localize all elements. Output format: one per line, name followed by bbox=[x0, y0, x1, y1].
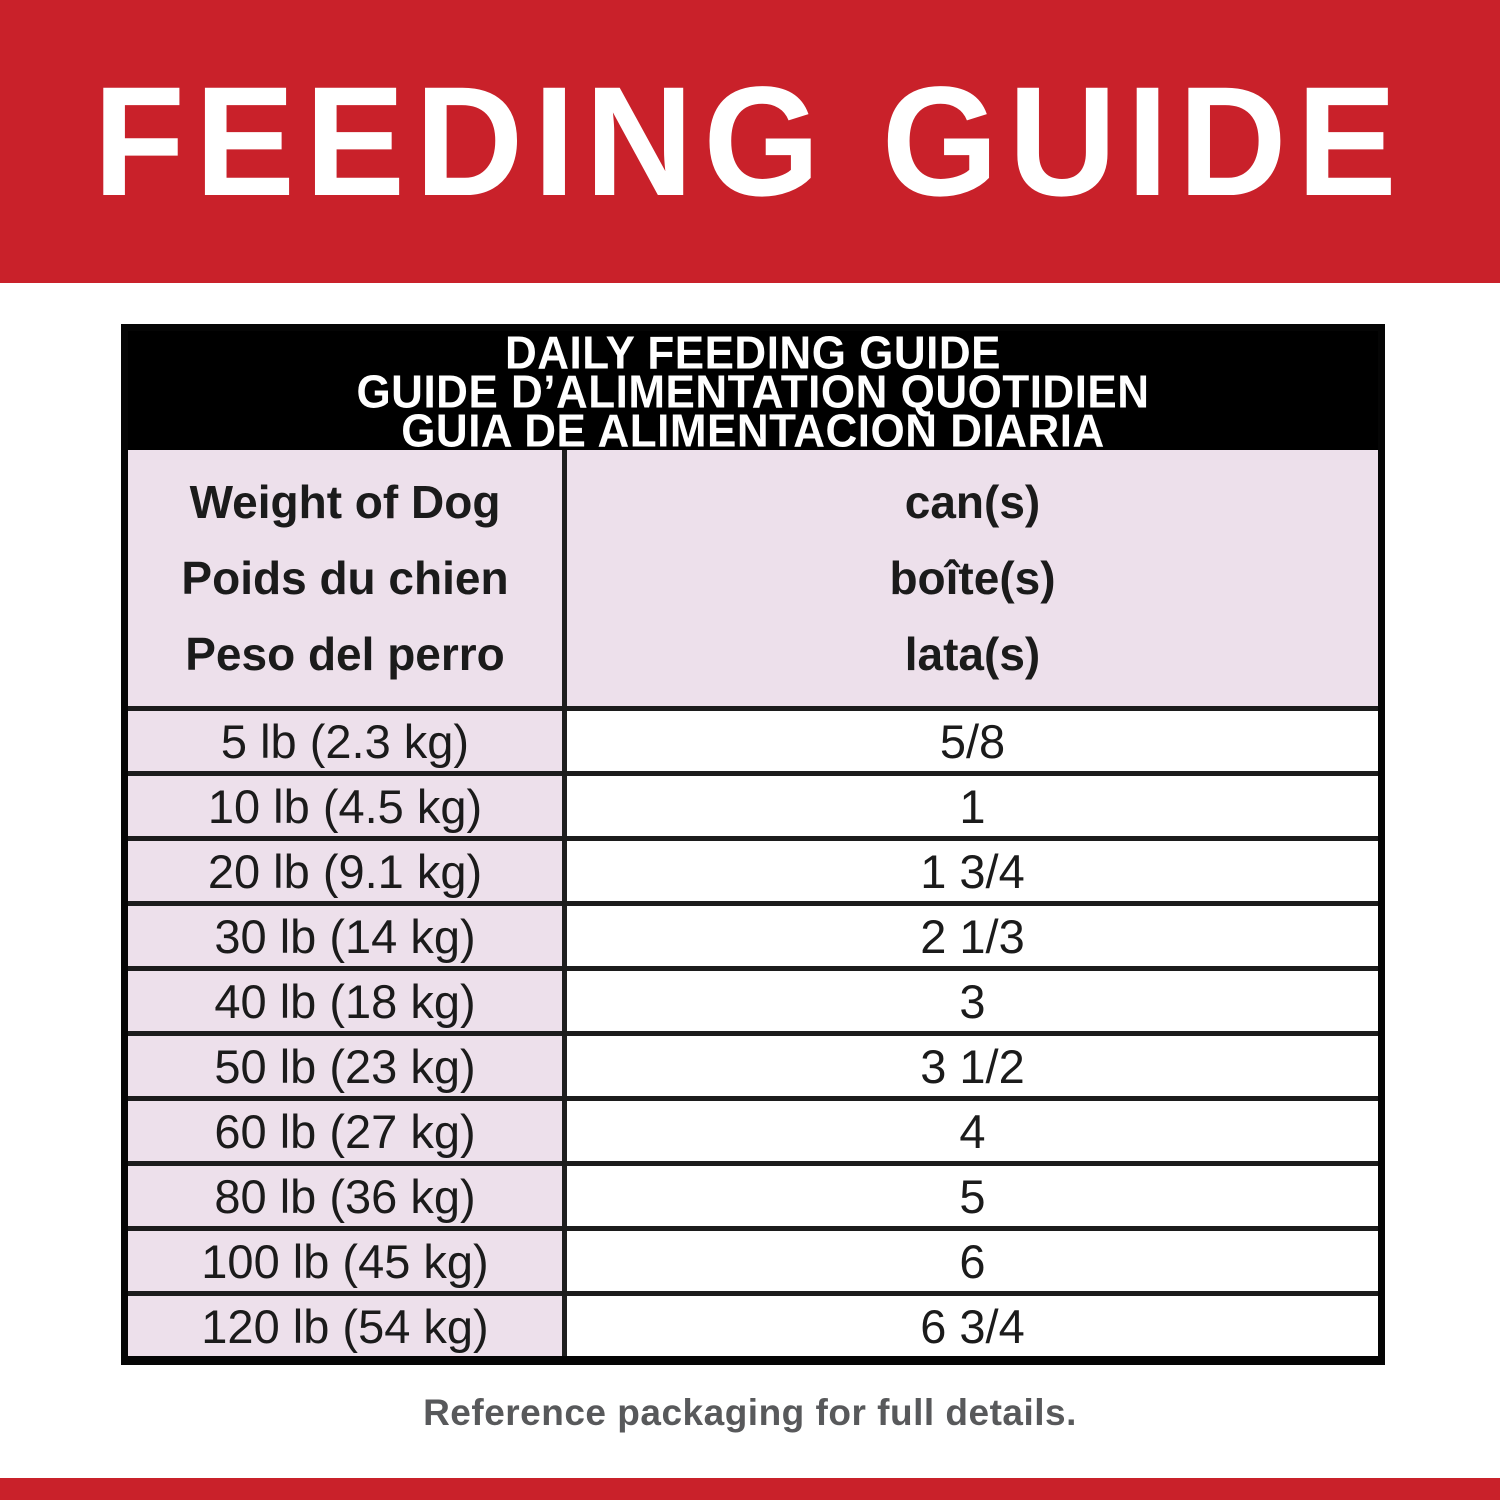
cans-cell: 2 1/3 bbox=[567, 906, 1378, 966]
weight-header-fr: Poids du chien bbox=[181, 552, 509, 604]
cans-cell: 5/8 bbox=[567, 711, 1378, 771]
cans-cell: 1 3/4 bbox=[567, 841, 1378, 901]
page-title: FEEDING GUIDE bbox=[93, 53, 1407, 229]
weight-cell: 100 lb (45 kg) bbox=[128, 1231, 567, 1291]
daily-feeding-table: DAILY FEEDING GUIDE GUIDE D’ALIMENTATION… bbox=[121, 324, 1385, 1365]
weight-cell: 80 lb (36 kg) bbox=[128, 1166, 567, 1226]
cans-cell: 6 3/4 bbox=[567, 1296, 1378, 1356]
cans-cell: 6 bbox=[567, 1231, 1378, 1291]
top-banner: FEEDING GUIDE bbox=[0, 0, 1500, 283]
cans-header-en: can(s) bbox=[904, 476, 1041, 528]
cans-cell: 4 bbox=[567, 1101, 1378, 1161]
weight-cell: 10 lb (4.5 kg) bbox=[128, 776, 567, 836]
weight-cell: 5 lb (2.3 kg) bbox=[128, 711, 567, 771]
weight-header-es: Peso del perro bbox=[185, 628, 505, 680]
table-row: 80 lb (36 kg) 5 bbox=[128, 1161, 1378, 1226]
bottom-red-strip bbox=[0, 1478, 1500, 1500]
weight-cell: 60 lb (27 kg) bbox=[128, 1101, 567, 1161]
cans-cell: 1 bbox=[567, 776, 1378, 836]
column-header-row: Weight of Dog Poids du chien Peso del pe… bbox=[128, 450, 1378, 706]
table-row: 5 lb (2.3 kg) 5/8 bbox=[128, 706, 1378, 771]
weight-cell: 120 lb (54 kg) bbox=[128, 1296, 567, 1356]
table-title-band: DAILY FEEDING GUIDE GUIDE D’ALIMENTATION… bbox=[128, 327, 1378, 458]
cans-header-fr: boîte(s) bbox=[889, 552, 1056, 604]
cans-column-header: can(s) boîte(s) lata(s) bbox=[567, 450, 1378, 706]
cans-header-es: lata(s) bbox=[904, 628, 1041, 680]
table-row: 100 lb (45 kg) 6 bbox=[128, 1226, 1378, 1291]
weight-cell: 20 lb (9.1 kg) bbox=[128, 841, 567, 901]
table-row: 20 lb (9.1 kg) 1 3/4 bbox=[128, 836, 1378, 901]
reference-note: Reference packaging for full details. bbox=[423, 1392, 1077, 1433]
table-title-es: GUIA DE ALIMENTACION DIARIA bbox=[401, 405, 1105, 458]
table-row: 30 lb (14 kg) 2 1/3 bbox=[128, 901, 1378, 966]
cans-cell: 3 bbox=[567, 971, 1378, 1031]
table-title-en: DAILY FEEDING GUIDE bbox=[504, 327, 1002, 380]
weight-column-header: Weight of Dog Poids du chien Peso del pe… bbox=[128, 450, 567, 706]
weight-header-en: Weight of Dog bbox=[189, 476, 501, 528]
weight-cell: 30 lb (14 kg) bbox=[128, 906, 567, 966]
table-title-fr: GUIDE D’ALIMENTATION QUOTIDIEN bbox=[356, 366, 1150, 419]
table-row: 120 lb (54 kg) 6 3/4 bbox=[128, 1291, 1378, 1356]
table-row: 50 lb (23 kg) 3 1/2 bbox=[128, 1031, 1378, 1096]
table-row: 40 lb (18 kg) 3 bbox=[128, 966, 1378, 1031]
table-row: 10 lb (4.5 kg) 1 bbox=[128, 771, 1378, 836]
weight-cell: 40 lb (18 kg) bbox=[128, 971, 567, 1031]
table-row: 60 lb (27 kg) 4 bbox=[128, 1096, 1378, 1161]
weight-cell: 50 lb (23 kg) bbox=[128, 1036, 567, 1096]
cans-cell: 5 bbox=[567, 1166, 1378, 1226]
cans-cell: 3 1/2 bbox=[567, 1036, 1378, 1096]
